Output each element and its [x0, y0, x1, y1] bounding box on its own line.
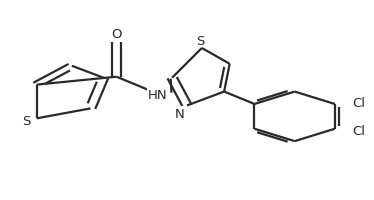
Text: S: S [196, 34, 204, 47]
Text: O: O [111, 27, 122, 40]
Text: HN: HN [147, 89, 167, 102]
Text: S: S [22, 114, 30, 127]
Text: Cl: Cl [353, 124, 366, 137]
Text: Cl: Cl [353, 96, 366, 109]
Text: N: N [175, 107, 184, 120]
